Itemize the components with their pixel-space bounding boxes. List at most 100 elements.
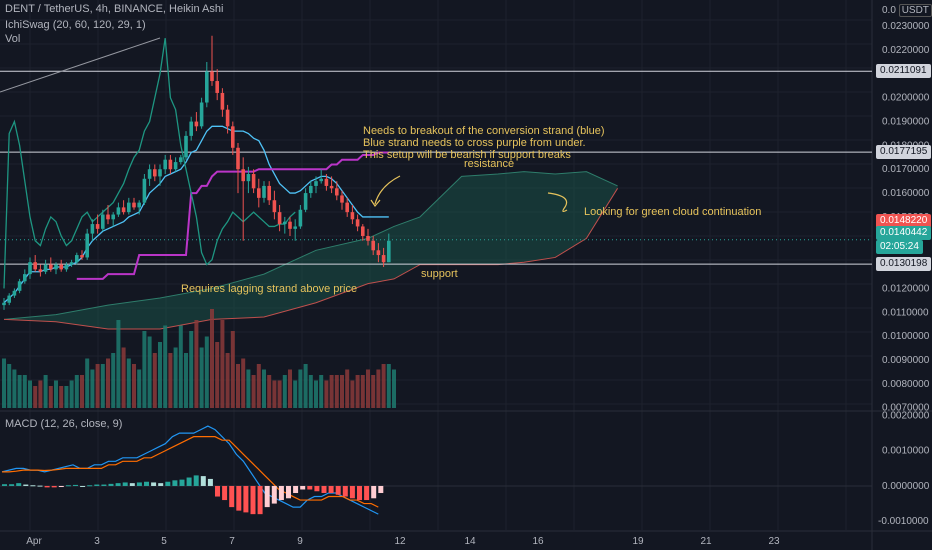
candle-body xyxy=(319,178,323,182)
volume-bar xyxy=(360,375,365,408)
time-tick-label: 21 xyxy=(700,536,712,547)
macd-histogram-bar xyxy=(371,485,377,499)
candle-body xyxy=(17,281,22,291)
macd-histogram-bar xyxy=(222,485,228,501)
candle-body xyxy=(215,81,219,93)
candle-body xyxy=(199,102,204,127)
candle-body xyxy=(49,264,53,270)
trend-line xyxy=(0,37,161,93)
price-tick-label: 0.0230000 xyxy=(882,21,930,32)
volume-bar xyxy=(386,364,391,408)
macd-histogram-bar xyxy=(94,484,100,486)
currency-label[interactable]: 0.0 USDT ⌄ xyxy=(878,4,932,18)
macd-histogram-bar xyxy=(236,485,242,511)
macd-histogram-bar xyxy=(243,485,249,513)
time-tick-label: 14 xyxy=(464,536,476,547)
volume-legend[interactable]: Vol xyxy=(5,33,21,45)
volume-bar xyxy=(272,380,277,408)
macd-histogram-bar xyxy=(229,485,235,508)
volume-bar xyxy=(350,380,355,408)
candle-body xyxy=(309,185,313,194)
candle-body xyxy=(137,202,141,208)
volume-bar xyxy=(334,375,339,408)
volume-bar xyxy=(116,320,121,408)
ichimoku-cloud xyxy=(4,171,618,329)
macd-histogram-bar xyxy=(300,485,306,490)
volume-bar xyxy=(54,380,58,408)
volume-bar xyxy=(340,375,344,408)
volume-bar xyxy=(137,369,142,408)
volume-bar xyxy=(33,386,38,408)
volume-bar xyxy=(215,342,220,408)
volume-bar xyxy=(303,364,308,408)
candle-body xyxy=(179,157,183,163)
volume-bar xyxy=(59,386,64,408)
volume-bar xyxy=(111,353,116,408)
candle-body xyxy=(121,207,126,213)
candle-body xyxy=(340,195,344,203)
volume-bar xyxy=(38,380,43,408)
price-tick-label: 0.0220000 xyxy=(882,45,930,56)
candle-body xyxy=(116,207,121,215)
macd-histogram-bar xyxy=(87,485,93,487)
candle-body xyxy=(173,162,178,170)
lagging-annotation: Requires lagging strand above price xyxy=(181,283,358,295)
volume-bar xyxy=(282,375,287,408)
candle-body xyxy=(355,219,360,227)
support-annotation: support xyxy=(421,268,458,280)
volume-bar xyxy=(366,369,370,408)
signal-line xyxy=(2,436,379,508)
volume-bar xyxy=(236,364,240,408)
macd-histogram-bar xyxy=(101,484,107,486)
price-tick-label: 0.0160000 xyxy=(882,188,930,199)
candle-body xyxy=(205,71,209,103)
base-line xyxy=(76,151,389,280)
volume-bar xyxy=(100,364,105,408)
volume-bar xyxy=(199,347,204,408)
volume-bar xyxy=(85,358,90,408)
candle-body xyxy=(361,226,365,236)
candle-body xyxy=(210,71,214,82)
candle-body xyxy=(303,193,308,210)
candle-body xyxy=(132,202,136,208)
candle-body xyxy=(153,169,157,177)
candle-body xyxy=(241,169,245,182)
candle-body xyxy=(2,302,6,306)
macd-histogram-bar xyxy=(51,485,57,488)
volume-bar xyxy=(319,375,324,408)
ichiswag-legend[interactable]: IchiSwag (20, 60, 120, 29, 1) xyxy=(5,19,146,31)
volume-bar xyxy=(371,375,376,408)
macd-histogram-bar xyxy=(207,478,213,486)
time-tick-label: 5 xyxy=(161,536,167,547)
time-tick-label: 19 xyxy=(632,536,644,547)
candle-body xyxy=(90,224,95,234)
volume-bar xyxy=(69,380,74,408)
volume-bar xyxy=(194,320,199,408)
candle-body xyxy=(267,185,271,201)
time-tick-label: 16 xyxy=(532,536,544,547)
macd-legend[interactable]: MACD (12, 26, close, 9) xyxy=(5,418,123,430)
macd-line xyxy=(1,425,379,515)
volume-bar xyxy=(210,309,214,408)
macd-histogram-bar xyxy=(193,475,199,486)
currency-selector[interactable]: USDT xyxy=(898,4,932,17)
macd-histogram-bar xyxy=(115,483,121,486)
candle-body xyxy=(257,188,261,198)
candle-body xyxy=(69,262,74,265)
macd-histogram-bar xyxy=(357,485,362,501)
candle-body xyxy=(59,264,63,270)
price-tick-label: 0.0200000 xyxy=(882,93,930,104)
price-tick-label: 0.0170000 xyxy=(882,164,930,175)
time-tick-label: 23 xyxy=(768,536,780,547)
volume-bar xyxy=(12,369,17,408)
price-tick-label: 0.0190000 xyxy=(882,117,930,128)
volume-bar xyxy=(163,325,168,408)
volume-bar xyxy=(225,353,230,408)
macd-histogram-bar xyxy=(2,484,7,486)
volume-bar xyxy=(7,364,12,408)
price-tick-label: 0.0100000 xyxy=(882,331,930,342)
volume-bar xyxy=(126,358,131,408)
symbol-legend[interactable]: DENT / TetherUS, 4h, BINANCE, Heikin Ash… xyxy=(5,3,224,15)
volume-bar xyxy=(277,380,282,408)
